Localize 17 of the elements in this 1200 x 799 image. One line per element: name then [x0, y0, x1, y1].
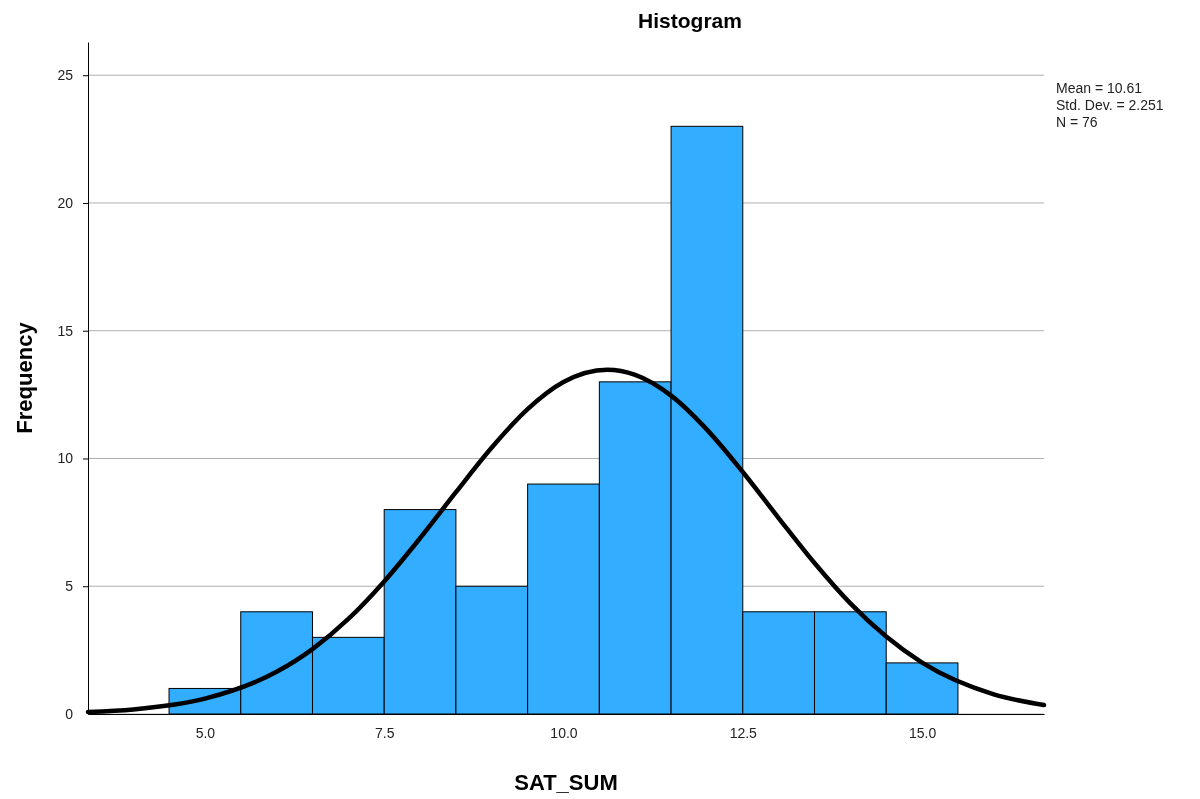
x-axis-title: SAT_SUM [514, 770, 618, 795]
y-tick-label: 10 [57, 450, 74, 467]
x-tick-label: 10.0 [550, 724, 578, 741]
y-tick-label: 25 [57, 67, 74, 84]
y-tick-label: 5 [65, 578, 74, 595]
text: N = 76 [1056, 114, 1098, 130]
text: Std. Dev. = 2.251 [1056, 97, 1164, 113]
chart-title: Histogram [638, 9, 742, 32]
y-axis-title: Frequency [12, 321, 37, 434]
y-tick-label: 0 [65, 705, 74, 722]
x-tick-label: 15.0 [908, 724, 937, 741]
x-tick-label: 12.5 [729, 724, 758, 741]
text: Mean = 10.61 [1056, 80, 1143, 96]
y-tick-label: 20 [57, 194, 74, 211]
x-tick-label: 5.0 [195, 724, 216, 741]
x-tick-label: 7.5 [374, 724, 395, 741]
y-tick-label: 15 [57, 322, 74, 339]
